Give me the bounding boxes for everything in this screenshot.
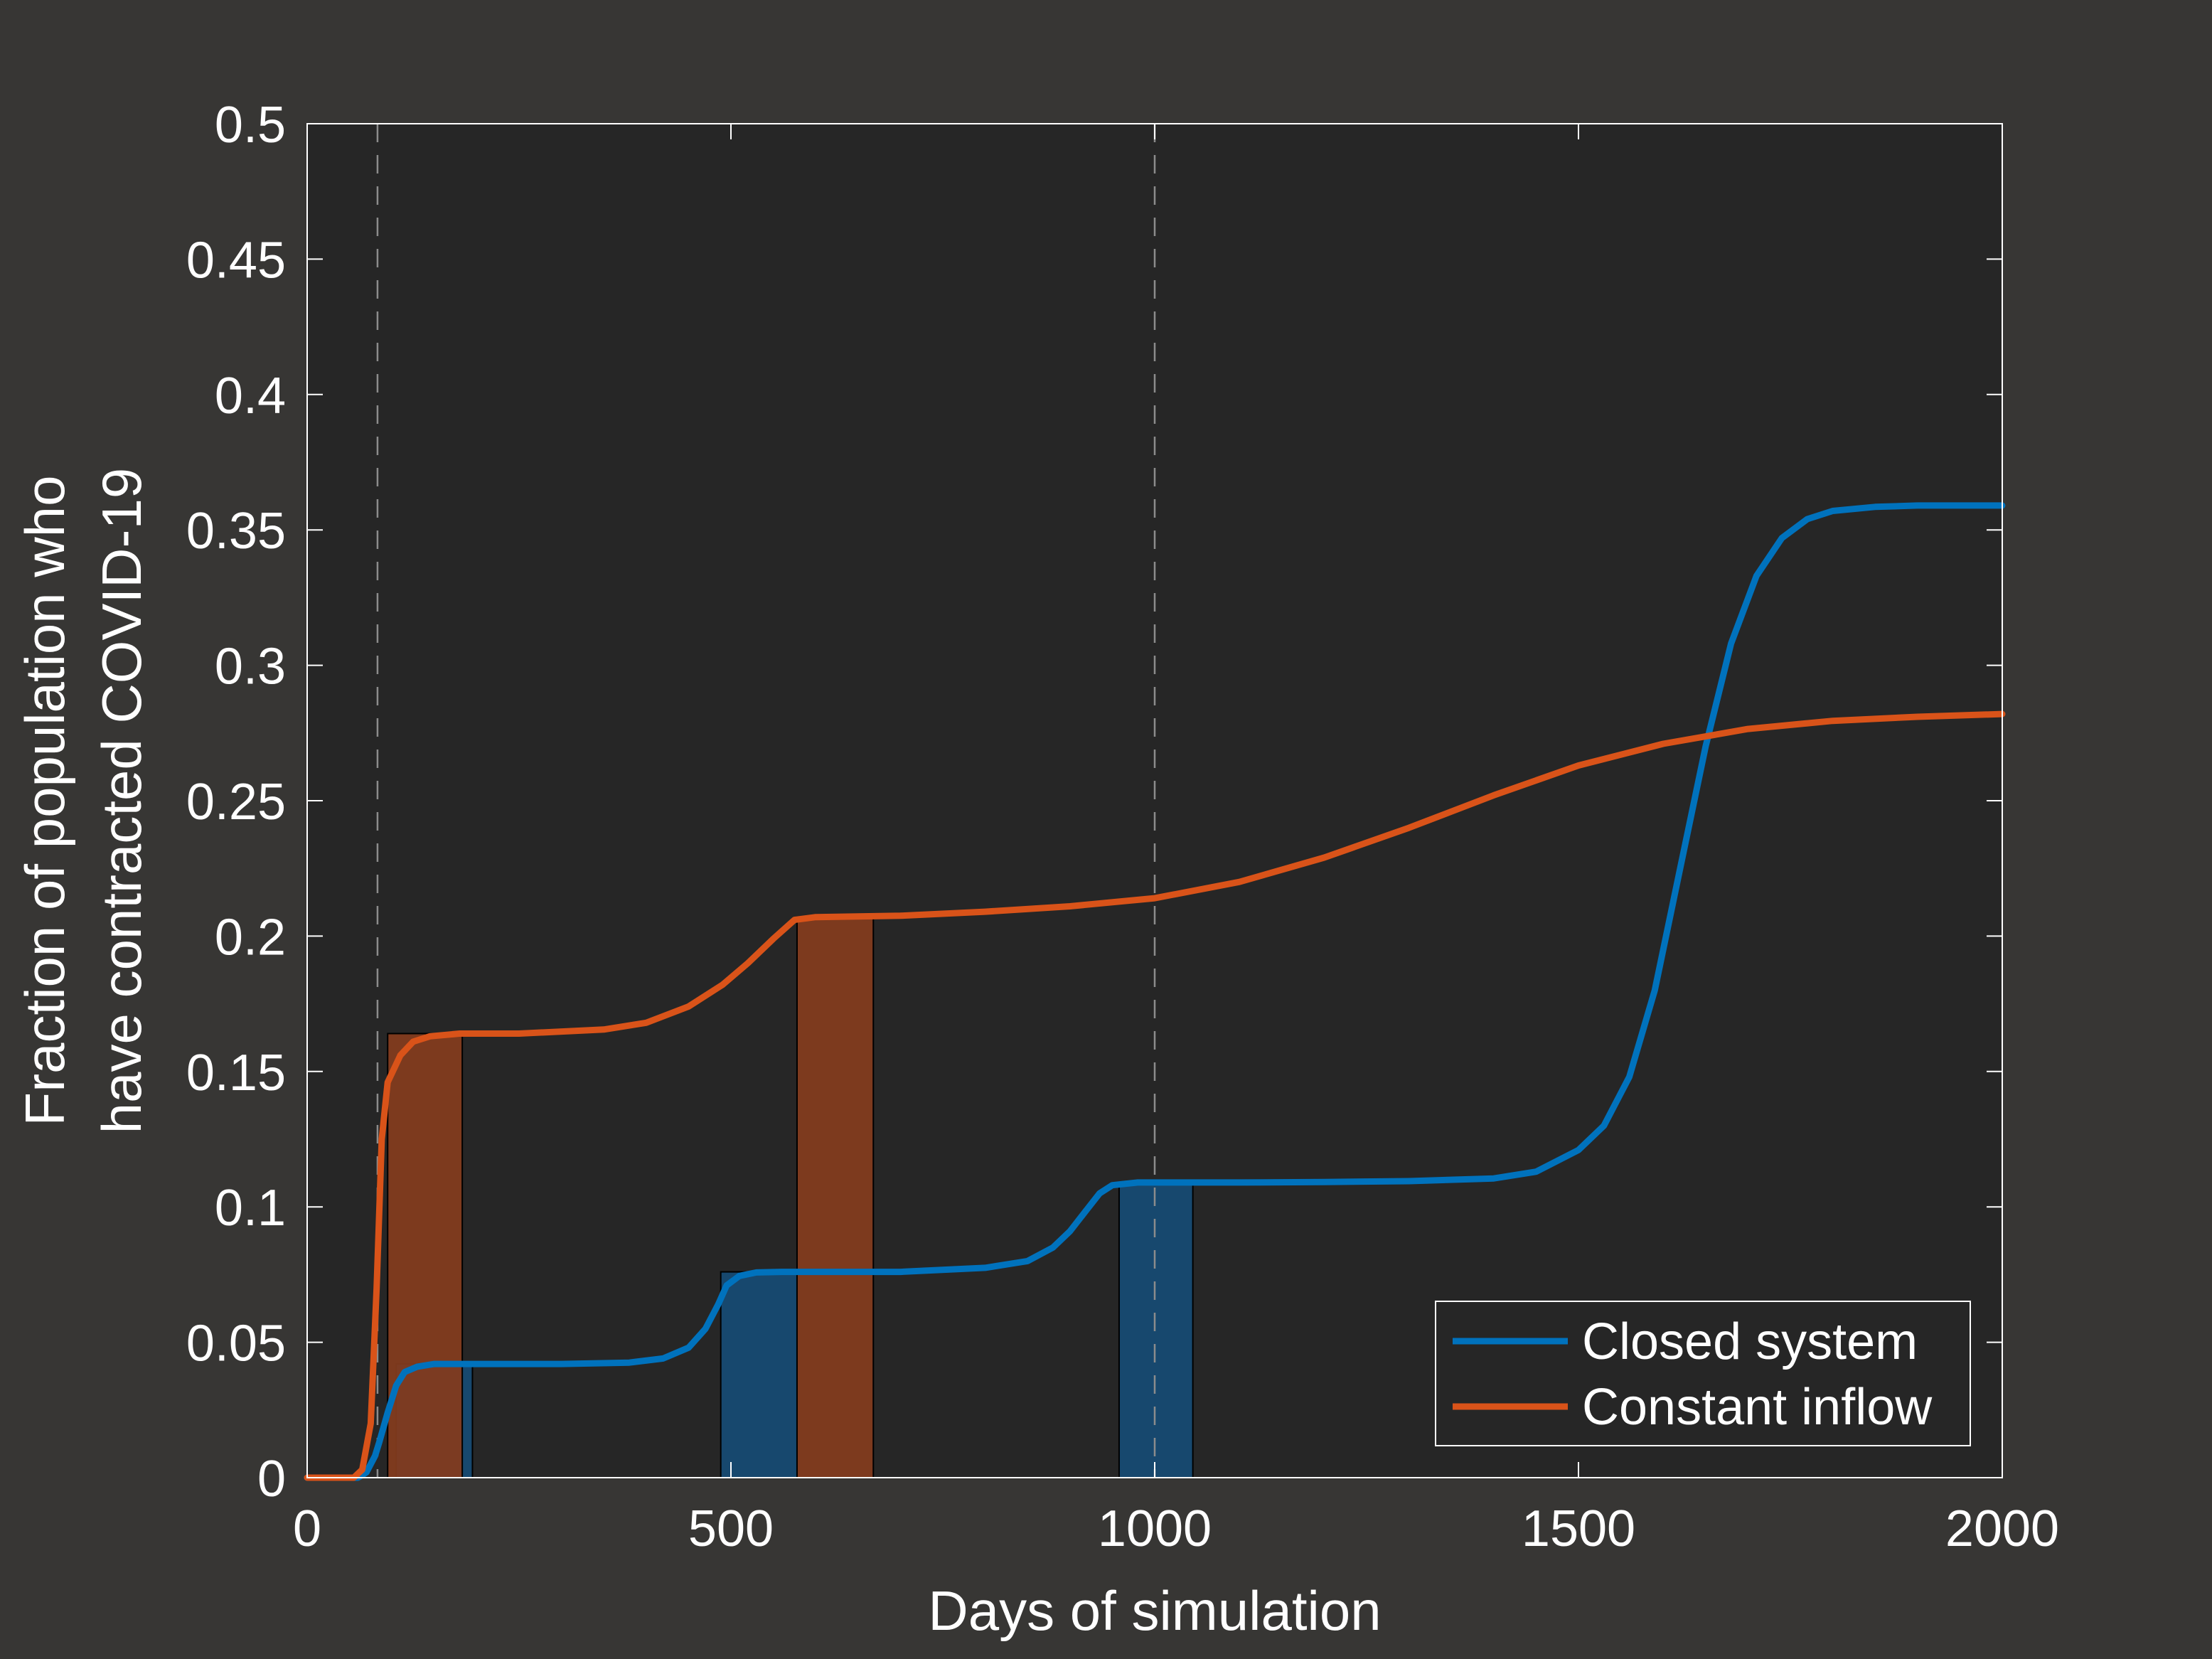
y-tick-label: 0.4 [215, 368, 286, 425]
x-axis-label: Days of simulation [928, 1579, 1381, 1642]
legend-box [1435, 1301, 1971, 1446]
y-tick-label: 0 [257, 1451, 286, 1508]
legend: Closed system Constant inflow [1435, 1301, 1971, 1446]
bars-layer [387, 916, 1194, 1479]
legend-label-closed-system: Closed system [1582, 1313, 1918, 1370]
series-line-closed-system [304, 502, 2006, 1481]
x-tick-label: 1500 [1522, 1500, 1635, 1557]
x-tick-label: 1000 [1098, 1500, 1212, 1557]
bar-closed-system-1 [720, 1271, 798, 1479]
lines-layer [304, 502, 2006, 1481]
y-axis-label-line-2: have contracted COVID-19 [90, 468, 153, 1133]
y-tick-label: 0.15 [186, 1045, 286, 1101]
bar-closed-system-2 [1118, 1181, 1194, 1478]
y-tick-label: 0.5 [215, 97, 286, 154]
legend-label-constant-inflow: Constant inflow [1582, 1379, 1933, 1436]
y-tick-label: 0.3 [215, 639, 286, 695]
ticks-layer: 0 500 1000 1500 2000 0 0.05 0.1 0.15 0.2 0.25 0.3 0.… [186, 97, 2059, 1557]
y-tick-label: 0.35 [186, 503, 286, 560]
y-tick-label: 0.05 [186, 1316, 286, 1372]
y-axis-label-line-1: Fraction of population who [14, 476, 76, 1126]
y-tick-label: 0.2 [215, 909, 286, 966]
bar-constant-inflow-3 [387, 1033, 464, 1479]
y-tick-label: 0.1 [215, 1180, 286, 1237]
x-tick-label: 2000 [1945, 1500, 2059, 1557]
y-tick-label: 0.25 [186, 774, 286, 831]
x-tick-label: 500 [688, 1500, 774, 1557]
series-line-constant-inflow [304, 710, 2006, 1481]
bar-constant-inflow-4 [796, 916, 875, 1478]
y-tick-label: 0.45 [186, 232, 286, 289]
x-tick-label: 0 [293, 1500, 321, 1557]
